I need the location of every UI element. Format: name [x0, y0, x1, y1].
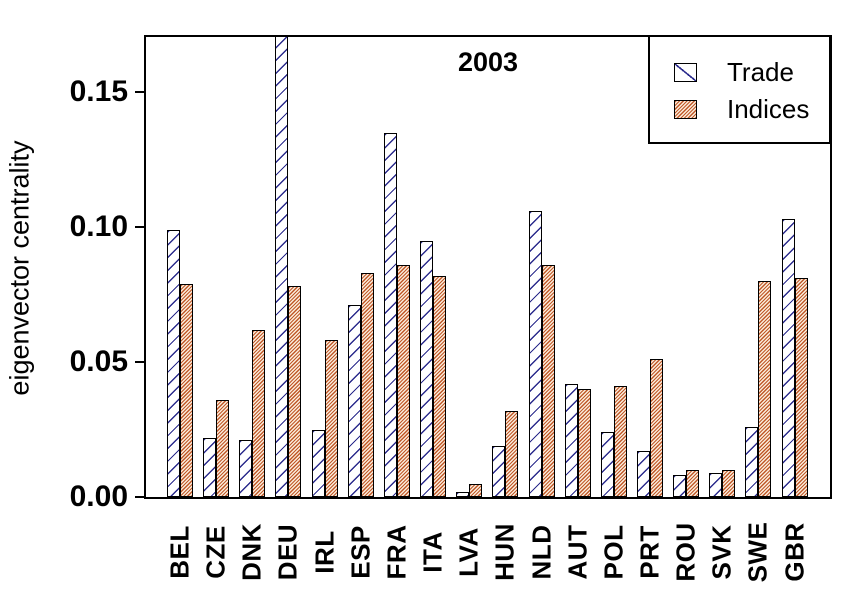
bar-indices-LVA	[469, 483, 483, 497]
x-label-PRT: PRT	[634, 525, 665, 579]
bar-indices-AUT	[577, 389, 591, 497]
bar-indices-DNK	[252, 329, 266, 497]
y-tick-label-0.10: 0.10	[69, 210, 128, 243]
bar-indices-DEU	[288, 286, 302, 497]
legend-row-indices: Indices	[650, 96, 829, 122]
bar-indices-ESP	[360, 272, 374, 497]
legend-label-indices: Indices	[727, 94, 810, 124]
x-axis-labels: BEL CZE DNK DEU IRL ESP FRA ITA LVA HUN NLD AUT POL P…	[0, 499, 850, 600]
y-tick-mark-0.10	[135, 226, 146, 228]
bar-group-SWE	[745, 281, 772, 497]
bar-trade-AUT	[564, 383, 578, 497]
x-label-DNK: DNK	[236, 523, 267, 581]
x-label-HUN: HUN	[489, 523, 520, 581]
bar-trade-BEL	[167, 229, 180, 497]
y-tick-mark-0.15	[135, 91, 146, 93]
y-tick-label-0.00: 0.00	[69, 480, 128, 513]
bar-trade-SWE	[745, 426, 759, 497]
indices-hatch-swatch	[674, 100, 697, 119]
x-label-BEL: BEL	[164, 525, 195, 579]
legend: Trade Indices	[648, 35, 831, 144]
legend-row-trade: Trade	[650, 59, 829, 85]
bar-indices-POL	[613, 386, 627, 497]
bar-group-FRA	[383, 132, 410, 497]
x-label-LVA: LVA	[453, 527, 484, 577]
y-tick-mark-0.00	[135, 496, 146, 498]
legend-label-trade: Trade	[727, 57, 794, 87]
x-label-SVK: SVK	[706, 524, 737, 580]
bar-indices-CZE	[216, 399, 230, 497]
bar-trade-CZE	[203, 437, 217, 497]
x-label-ITA: ITA	[417, 531, 448, 573]
bar-indices-SVK	[722, 470, 736, 497]
bar-trade-GBR	[781, 218, 795, 497]
bar-group-ESP	[347, 272, 374, 497]
bar-indices-FRA	[396, 264, 410, 497]
bar-indices-SWE	[758, 281, 772, 497]
x-label-SWE: SWE	[742, 521, 773, 583]
bar-trade-ESP	[347, 305, 361, 497]
x-label-ESP: ESP	[345, 525, 376, 579]
bar-indices-ITA	[433, 275, 447, 497]
trade-hatch-swatch	[674, 63, 697, 82]
bar-trade-NLD	[528, 210, 542, 497]
bar-indices-ROU	[686, 470, 700, 497]
x-label-GBR: GBR	[779, 522, 810, 582]
bar-indices-GBR	[794, 278, 808, 497]
bar-trade-ITA	[420, 240, 434, 497]
bar-trade-POL	[600, 432, 614, 497]
bar-trade-LVA	[456, 491, 470, 497]
y-tick-mark-0.05	[135, 361, 146, 363]
bar-group-PRT	[636, 359, 663, 497]
bar-group-CZE	[203, 399, 230, 497]
bar-group-GBR	[781, 218, 808, 497]
x-label-NLD: NLD	[526, 524, 556, 580]
y-tick-label-0.05: 0.05	[69, 345, 128, 378]
x-label-CZE: CZE	[200, 525, 231, 579]
x-label-IRL: IRL	[309, 530, 340, 574]
bar-group-DEU	[275, 37, 302, 497]
y-tick-label-0.15: 0.15	[69, 75, 128, 108]
bar-trade-HUN	[492, 445, 506, 497]
bar-group-ITA	[420, 240, 447, 497]
bar-indices-IRL	[324, 340, 338, 497]
bar-group-HUN	[492, 410, 519, 497]
bar-trade-FRA	[383, 132, 397, 497]
bar-trade-PRT	[636, 451, 650, 497]
bar-indices-PRT	[649, 359, 663, 497]
bar-group-NLD	[528, 210, 555, 497]
plot-title: 2003	[457, 47, 519, 77]
bar-group-IRL	[311, 340, 338, 497]
bar-indices-NLD	[541, 264, 555, 497]
bar-trade-ROU	[673, 475, 687, 497]
bar-group-LVA	[456, 483, 483, 497]
bar-group-DNK	[239, 329, 266, 497]
bar-group-SVK	[709, 470, 736, 497]
x-label-AUT: AUT	[562, 524, 593, 580]
bar-group-ROU	[673, 470, 700, 497]
bar-indices-HUN	[505, 410, 519, 497]
bar-trade-SVK	[709, 472, 723, 497]
bar-group-BEL	[167, 229, 193, 497]
bar-trade-DNK	[239, 440, 253, 497]
x-label-ROU: ROU	[670, 522, 701, 582]
x-label-DEU: DEU	[272, 523, 303, 581]
bar-trade-DEU	[275, 37, 289, 497]
bar-indices-BEL	[180, 283, 193, 497]
bar-group-POL	[600, 386, 627, 497]
x-label-POL: POL	[598, 524, 629, 580]
x-label-FRA: FRA	[381, 524, 412, 580]
bar-group-AUT	[564, 383, 591, 497]
bars-layer	[146, 37, 830, 497]
bar-trade-IRL	[311, 429, 325, 497]
